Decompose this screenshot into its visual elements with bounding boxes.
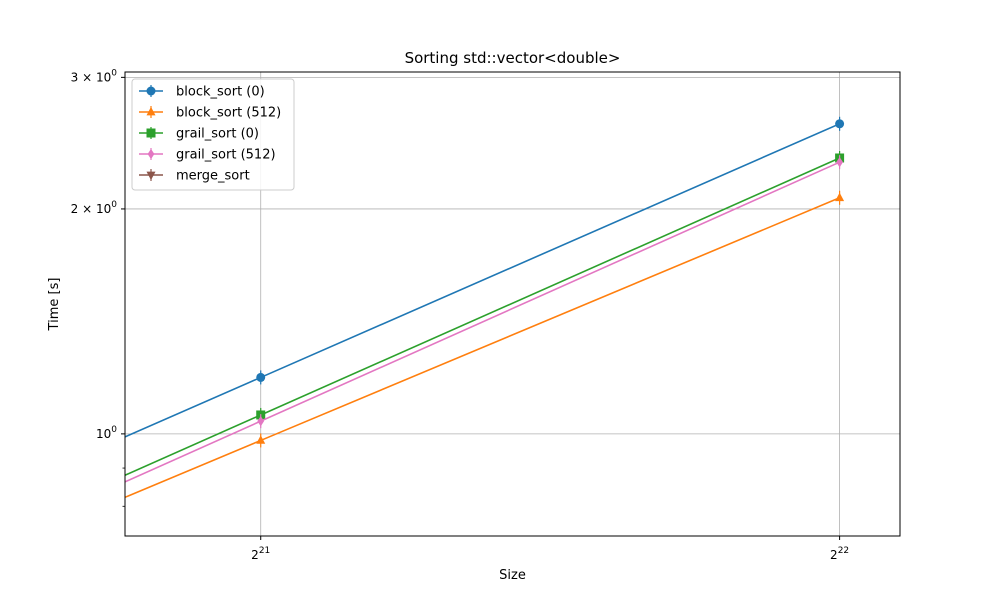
chart-title: Sorting std::vector<double> — [405, 49, 621, 67]
x-axis-label: Size — [499, 568, 526, 583]
series-lines — [125, 116, 845, 499]
legend-label: block_sort (512) — [176, 106, 281, 121]
data-point — [835, 192, 845, 202]
data-point — [836, 157, 843, 168]
legend-marker — [146, 106, 156, 116]
legend-marker — [146, 128, 156, 138]
y-tick-label: 100 — [96, 425, 117, 441]
legend-marker — [146, 171, 156, 181]
legend-marker — [147, 148, 155, 160]
data-point — [835, 119, 845, 129]
legend-label: merge_sort — [176, 169, 250, 184]
x-tick-label: 222 — [830, 546, 849, 562]
y-tick-label: 3 × 100 — [71, 68, 118, 84]
plot-frame — [124, 71, 901, 537]
x-tick-label: 221 — [251, 546, 270, 562]
legend-marker — [146, 86, 156, 96]
data-point — [257, 415, 265, 427]
y-tick-label: 2 × 100 — [71, 200, 118, 216]
legend-label: block_sort (0) — [176, 85, 265, 100]
data-point — [256, 372, 266, 382]
y-axis-label: Time [s] — [47, 278, 62, 332]
legend: block_sort (0) block_sort (512) grail_sort… — [131, 78, 295, 191]
legend-label: grail_sort (0) — [176, 127, 259, 142]
legend-label: grail_sort (512) — [176, 148, 276, 163]
legend-box — [131, 78, 295, 191]
axis-ticks: 221 222 100 2 × 100 3 × 100 — [71, 68, 849, 562]
data-point — [256, 435, 266, 444]
